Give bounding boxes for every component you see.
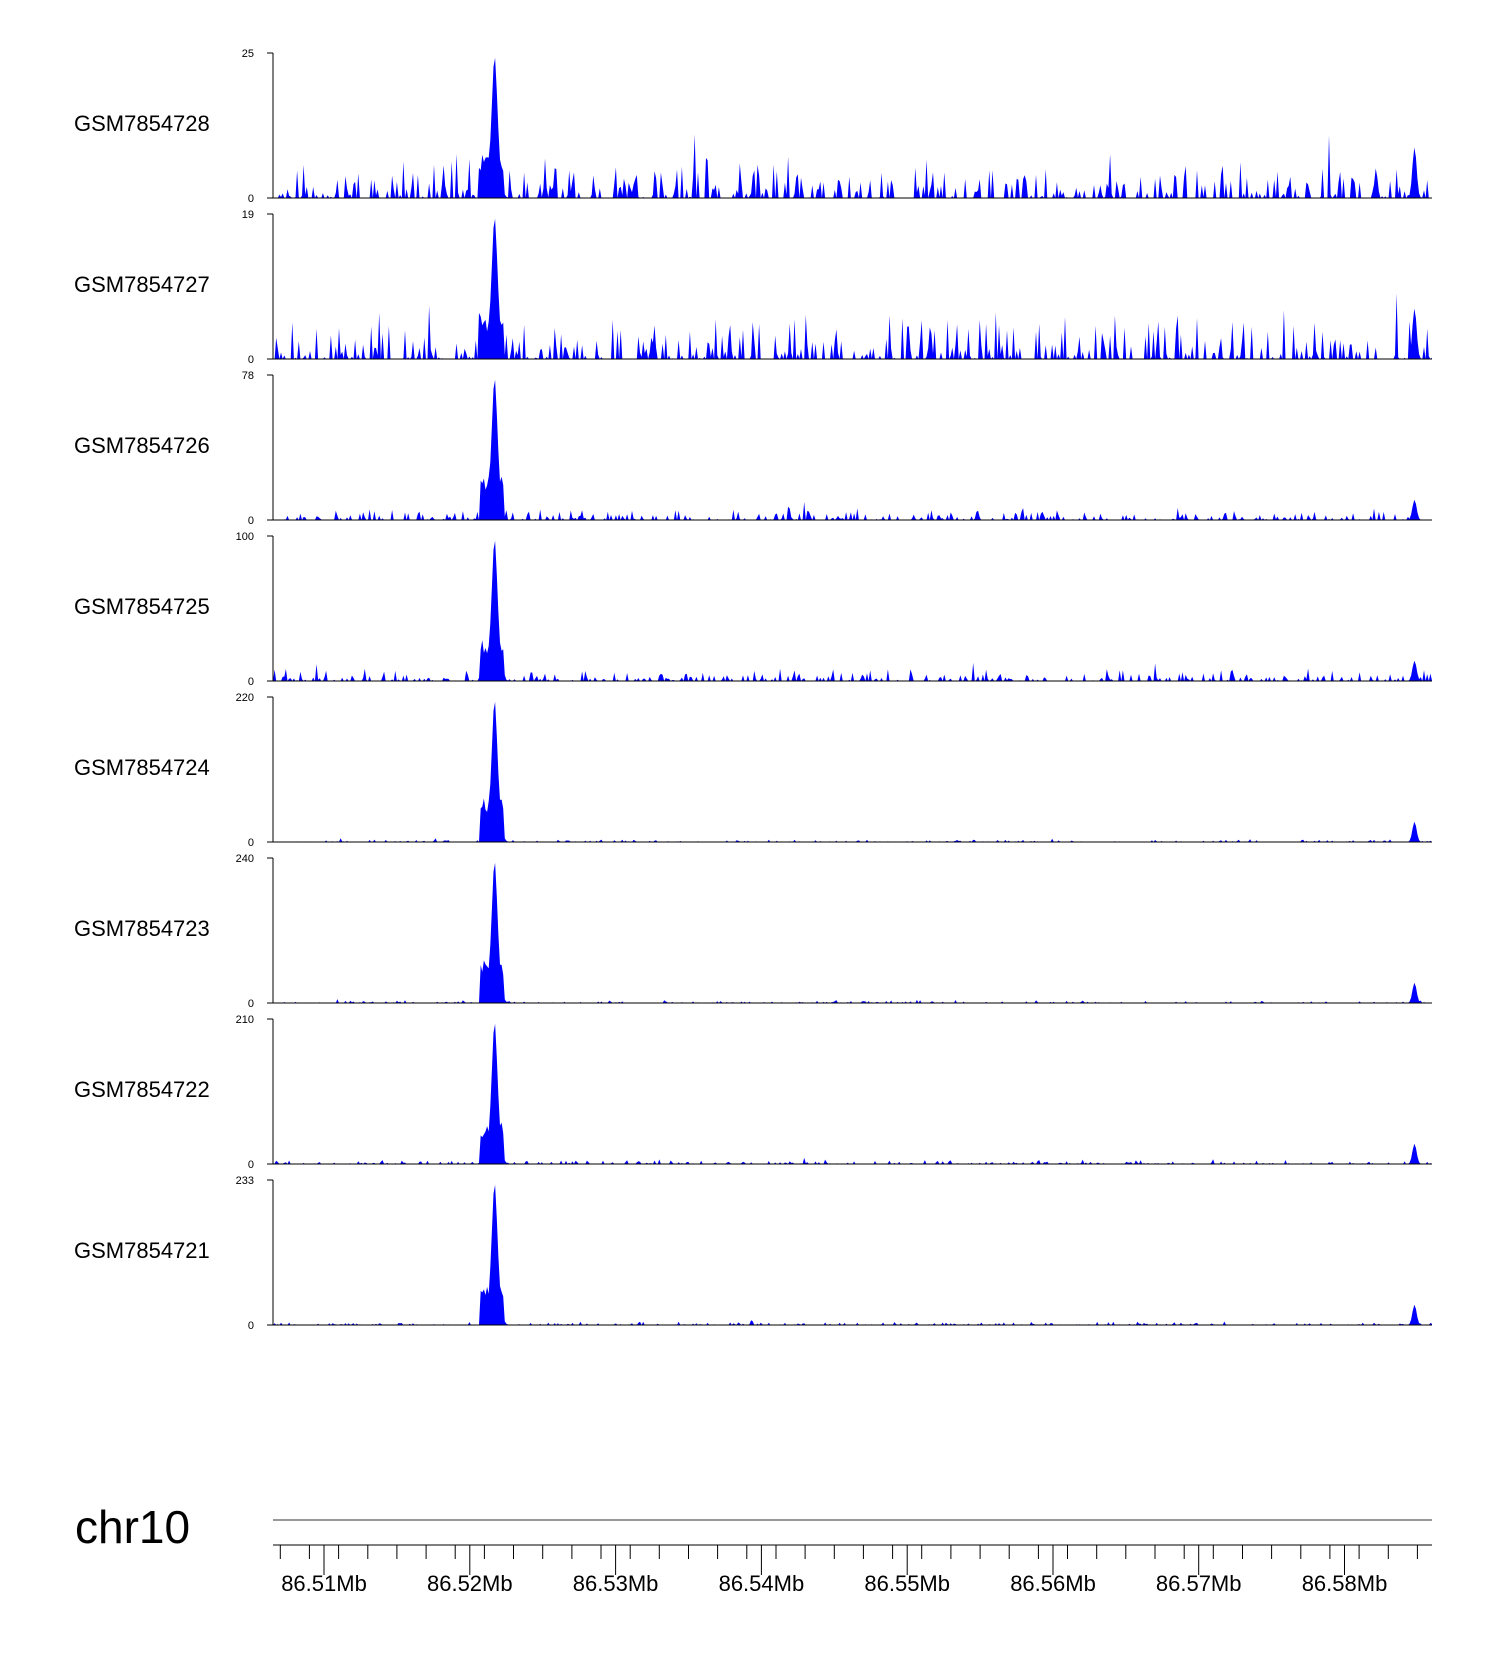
- signal-area: [273, 379, 1432, 520]
- track-GSM7854725: GSM7854725 100 0: [74, 531, 1432, 688]
- x-tick-label: 86.53Mb: [573, 1571, 659, 1596]
- y-min-label: 0: [248, 515, 254, 527]
- x-tick-label: 86.55Mb: [864, 1571, 950, 1596]
- y-min-label: 0: [248, 1320, 254, 1332]
- signal-area: [273, 57, 1432, 199]
- x-tick-label: 86.52Mb: [427, 1571, 513, 1596]
- track-label: GSM7854727: [74, 272, 210, 297]
- signal-area: [273, 862, 1432, 1003]
- y-min-label: 0: [248, 837, 254, 849]
- signal-area: [273, 1184, 1432, 1325]
- y-max-label: 220: [236, 692, 254, 704]
- track-label: GSM7854726: [74, 433, 210, 458]
- track-GSM7854723: GSM7854723 240 0: [74, 853, 1432, 1010]
- x-tick-label: 86.56Mb: [1010, 1571, 1096, 1596]
- y-max-label: 240: [236, 853, 254, 865]
- y-min-label: 0: [248, 193, 254, 205]
- chromosome-label: chr10: [75, 1501, 190, 1553]
- y-min-label: 0: [248, 998, 254, 1010]
- y-min-label: 0: [248, 1159, 254, 1171]
- track-GSM7854728: GSM7854728 25 0: [74, 48, 1432, 205]
- y-max-label: 233: [236, 1175, 254, 1187]
- y-max-label: 78: [242, 370, 254, 382]
- signal-area: [273, 540, 1432, 681]
- track-GSM7854721: GSM7854721 233 0: [74, 1175, 1432, 1332]
- track-label: GSM7854721: [74, 1238, 210, 1263]
- y-max-label: 100: [236, 531, 254, 543]
- track-label: GSM7854722: [74, 1077, 210, 1102]
- track-label: GSM7854723: [74, 916, 210, 941]
- x-tick-label: 86.51Mb: [281, 1571, 367, 1596]
- y-min-label: 0: [248, 676, 254, 688]
- x-tick-label: 86.58Mb: [1302, 1571, 1388, 1596]
- x-tick-label: 86.57Mb: [1156, 1571, 1242, 1596]
- track-label: GSM7854724: [74, 755, 210, 780]
- y-max-label: 25: [242, 48, 254, 60]
- track-label: GSM7854728: [74, 111, 210, 136]
- signal-area: [273, 218, 1432, 359]
- track-GSM7854727: GSM7854727 19 0: [74, 209, 1432, 366]
- y-min-label: 0: [248, 354, 254, 366]
- track-label: GSM7854725: [74, 594, 210, 619]
- signal-area: [273, 701, 1432, 842]
- chromosome-ruler: chr10 86.51Mb 86.52Mb 86.53Mb 86.54Mb 86.55M…: [75, 1501, 1432, 1596]
- y-max-label: 19: [242, 209, 254, 221]
- x-tick-label: 86.54Mb: [719, 1571, 805, 1596]
- signal-area: [273, 1023, 1432, 1164]
- tracks: GSM7854728250GSM7854727190GSM7854726780G…: [74, 48, 1432, 1332]
- track-GSM7854724: GSM7854724 220 0: [74, 692, 1432, 849]
- track-GSM7854722: GSM7854722 210 0: [74, 1014, 1432, 1171]
- y-max-label: 210: [236, 1014, 254, 1026]
- track-GSM7854726: GSM7854726 78 0: [74, 370, 1432, 527]
